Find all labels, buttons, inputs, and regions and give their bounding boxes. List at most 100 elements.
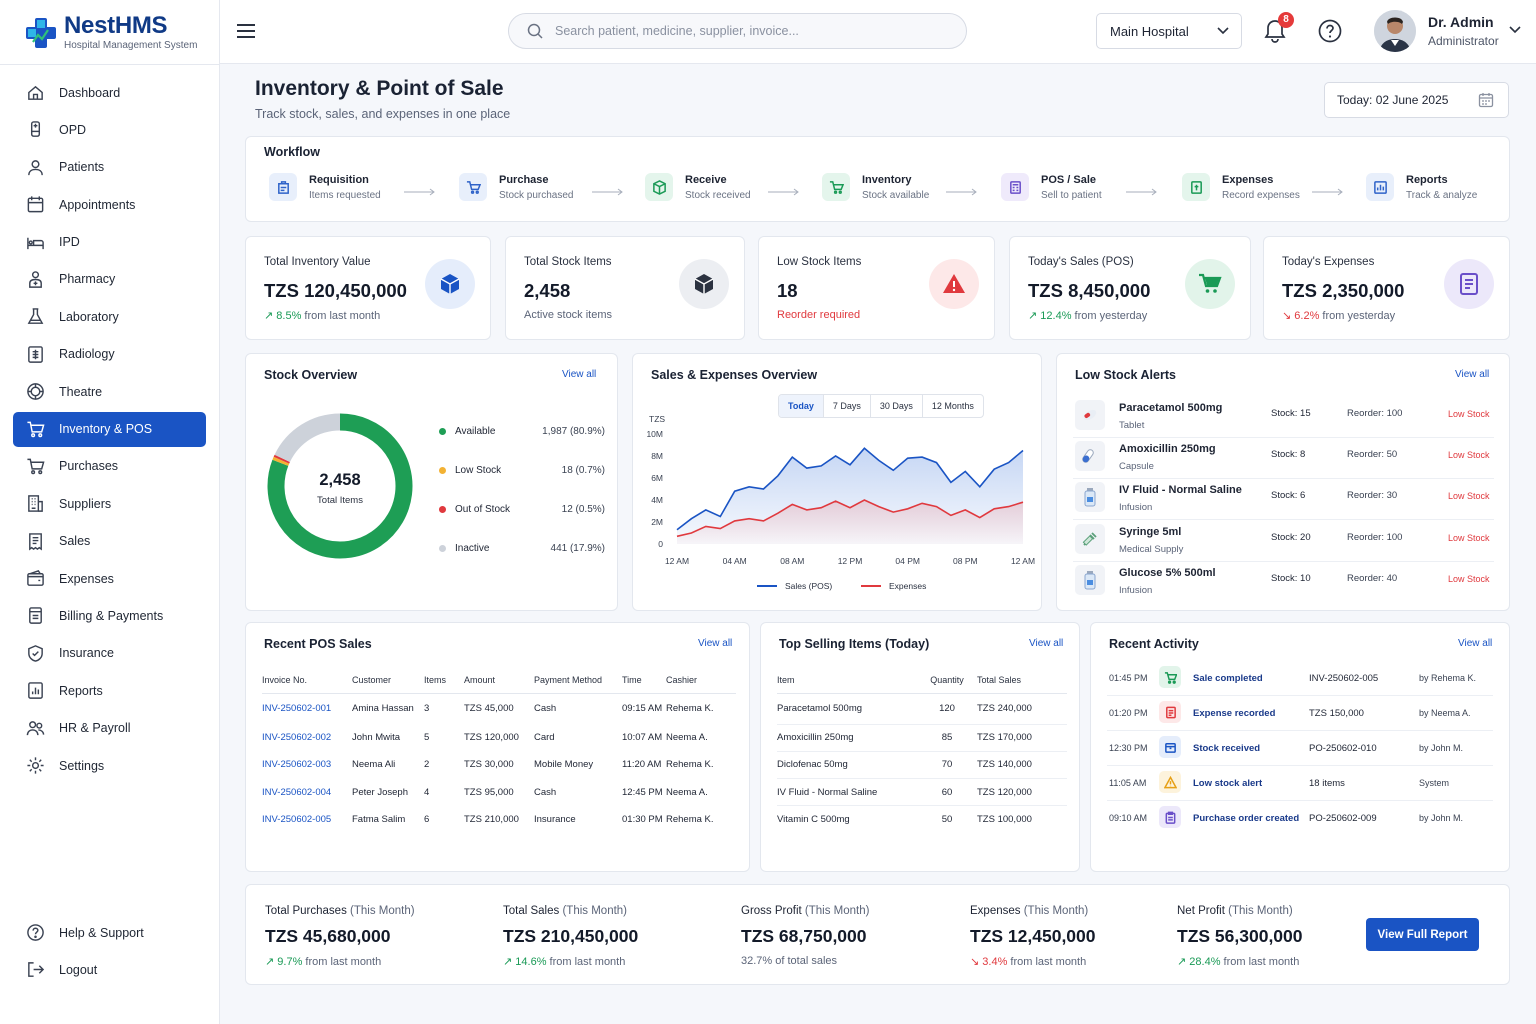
column-header[interactable]: Customer (352, 667, 424, 694)
table-row[interactable]: Amoxicillin 250mg 85 TZS 170,000 (777, 724, 1067, 752)
pos-sales-view-all[interactable]: View all (698, 638, 733, 649)
top-selling-view-all[interactable]: View all (1029, 638, 1064, 649)
brand-logo[interactable]: NestHMS Hospital Management System (24, 14, 197, 51)
sidebar-item-pharmacy[interactable]: Pharmacy (13, 262, 206, 297)
low-stock-row[interactable]: Paracetamol 500mg Tablet Stock: 15 Reorder:… (1073, 397, 1494, 438)
table-row[interactable]: IV Fluid - Normal Saline 60 TZS 120,000 (777, 778, 1067, 807)
sidebar-item-logout[interactable]: Logout (13, 952, 206, 987)
invoice-link[interactable]: INV-250602-003 (262, 759, 332, 771)
low-stock-row[interactable]: IV Fluid - Normal Saline Infusion Stock: 6… (1073, 479, 1494, 521)
item-type: Capsule (1119, 461, 1154, 473)
sidebar-item-help-support[interactable]: Help & Support (13, 915, 206, 950)
user-menu-chevron-icon[interactable] (1509, 26, 1521, 34)
sidebar-item-laboratory[interactable]: Laboratory (13, 299, 206, 334)
workflow-step-pos-sale[interactable]: POS / Sale Sell to patient (1001, 173, 1102, 201)
tab-30-days[interactable]: 30 Days (871, 395, 923, 417)
stock-overview-view-all[interactable]: View all (562, 369, 597, 380)
invoice-link[interactable]: INV-250602-005 (262, 814, 332, 826)
stat-card-total-stock-items[interactable]: Total Stock Items 2,458 Active stock items (505, 236, 745, 340)
sidebar-item-reports[interactable]: Reports (13, 673, 206, 708)
hospital-selector[interactable]: Main Hospital (1096, 13, 1242, 49)
activity-item[interactable]: 11:05 AM Low stock alert 18 items System (1107, 766, 1493, 801)
donut-slice-available[interactable] (267, 413, 413, 559)
invoice-link[interactable]: INV-250602-004 (262, 786, 332, 798)
table-row[interactable]: Vitamin C 500mg 50 TZS 100,000 (777, 806, 1067, 833)
sidebar-item-sales[interactable]: Sales (13, 524, 206, 559)
column-header[interactable]: Amount (464, 667, 534, 694)
activity-actor: by John M. (1419, 743, 1464, 753)
summary-value: TZS 56,300,000 (1177, 926, 1303, 946)
table-row[interactable]: INV-250602-003 Neema Ali 2 TZS 30,000 Mobile… (262, 751, 736, 778)
low-stock-row[interactable]: Syringe 5ml Medical Supply Stock: 20 Reorde… (1073, 521, 1494, 562)
table-row[interactable]: Diclofenac 50mg 70 TZS 140,000 (777, 751, 1067, 780)
tab-today[interactable]: Today (779, 395, 824, 417)
column-header[interactable]: Cashier (666, 667, 736, 694)
sidebar-item-expenses[interactable]: Expenses (13, 561, 206, 596)
invoice-link[interactable]: INV-250602-001 (262, 703, 332, 715)
stat-card-low-stock-items[interactable]: Low Stock Items 18 Reorder required (758, 236, 995, 340)
invoice-link[interactable]: INV-250602-002 (262, 732, 332, 744)
sidebar-item-purchases[interactable]: Purchases (13, 449, 206, 484)
workflow-step-expenses[interactable]: Expenses Record expenses (1182, 173, 1300, 201)
activity-view-all[interactable]: View all (1458, 638, 1493, 649)
help-icon[interactable] (1318, 19, 1342, 43)
sidebar-item-inventory-pos[interactable]: Inventory & POS (13, 411, 206, 447)
column-header[interactable]: Payment Method (534, 667, 622, 694)
series-line-sales-pos[interactable] (676, 447, 1024, 531)
global-search[interactable] (508, 13, 967, 49)
x-tick-label: 12 AM (1011, 556, 1035, 566)
donut-slice-inactive[interactable] (274, 413, 341, 463)
column-header[interactable]: Total Sales (977, 667, 1067, 694)
low-stock-row[interactable]: Amoxicillin 250mg Capsule Stock: 8 Reorder:… (1073, 438, 1494, 480)
tab-7-days[interactable]: 7 Days (824, 395, 871, 417)
workflow-step-purchase[interactable]: Purchase Stock purchased (459, 173, 574, 201)
low-stock-view-all[interactable]: View all (1455, 369, 1490, 380)
donut-slice-low-stock[interactable] (272, 456, 290, 466)
table-row[interactable]: Paracetamol 500mg 120 TZS 240,000 (777, 693, 1067, 725)
user-avatar[interactable] (1374, 10, 1416, 52)
workflow-step-inventory[interactable]: Inventory Stock available (822, 173, 929, 201)
date-picker[interactable]: Today: 02 June 2025 (1324, 82, 1509, 118)
table-row[interactable]: INV-250602-004 Peter Joseph 4 TZS 95,000 Cas… (262, 779, 736, 806)
activity-item[interactable]: 09:10 AM Purchase order created PO-250602-… (1107, 801, 1493, 836)
donut-slice-out-of-stock[interactable] (273, 454, 290, 464)
stat-value: 2,458 (524, 280, 571, 301)
sidebar-item-theatre[interactable]: Theatre (13, 374, 206, 409)
sidebar-item-billing-payments[interactable]: Billing & Payments (13, 598, 206, 633)
activity-item[interactable]: 01:20 PM Expense recorded TZS 150,000 by Ne… (1107, 696, 1493, 731)
sidebar-item-suppliers[interactable]: Suppliers (13, 486, 206, 521)
column-header[interactable]: Items (424, 667, 464, 694)
sidebar-item-hr-payroll[interactable]: HR & Payroll (13, 711, 206, 746)
sidebar-item-ipd[interactable]: IPD (13, 225, 206, 260)
sidebar-item-opd[interactable]: OPD (13, 112, 206, 147)
table-row[interactable]: INV-250602-002 John Mwita 5 TZS 120,000 Card… (262, 724, 736, 751)
stat-card-total-inventory-value[interactable]: Total Inventory Value TZS 120,450,000 ↗ 8.… (245, 236, 491, 340)
activity-item[interactable]: 01:45 PM Sale completed INV-250602-005 by R… (1107, 661, 1493, 696)
column-header[interactable]: Item (777, 667, 917, 694)
search-input[interactable] (555, 24, 935, 38)
menu-icon[interactable] (236, 22, 256, 40)
bottle-icon (1075, 482, 1105, 513)
sidebar-item-patients[interactable]: Patients (13, 150, 206, 185)
workflow-step-reports[interactable]: Reports Track & analyze (1366, 173, 1477, 201)
column-header[interactable]: Quantity (917, 667, 977, 694)
activity-item[interactable]: 12:30 PM Stock received PO-250602-010 by Jo… (1107, 731, 1493, 766)
sidebar-item-appointments[interactable]: Appointments (13, 187, 206, 222)
sidebar-item-settings[interactable]: Settings (13, 748, 206, 783)
sidebar-item-insurance[interactable]: Insurance (13, 636, 206, 671)
stat-card-today-s-expenses[interactable]: Today's Expenses TZS 2,350,000 ↘ 6.2% from… (1263, 236, 1510, 340)
column-header[interactable]: Time (622, 667, 666, 694)
table-row[interactable]: INV-250602-005 Fatma Salim 6 TZS 210,000 Ins… (262, 806, 736, 833)
column-header[interactable]: Invoice No. (262, 667, 352, 694)
low-stock-row[interactable]: Glucose 5% 500ml Infusion Stock: 10 Reorder… (1073, 562, 1494, 603)
sidebar-item-radiology[interactable]: Radiology (13, 337, 206, 372)
series-line-expenses[interactable] (676, 499, 1024, 538)
workflow-step-requisition[interactable]: Requisition Items requested (269, 173, 381, 201)
view-full-report-button[interactable]: View Full Report (1366, 918, 1479, 951)
tab-12-months[interactable]: 12 Months (931, 401, 974, 411)
table-row[interactable]: INV-250602-001 Amina Hassan 3 TZS 45,000 Cas… (262, 693, 736, 724)
stat-card-today-s-sales-pos[interactable]: Today's Sales (POS) TZS 8,450,000 ↗ 12.4% … (1009, 236, 1251, 340)
sidebar-item-dashboard[interactable]: Dashboard (13, 75, 206, 110)
workflow-step-receive[interactable]: Receive Stock received (645, 173, 751, 201)
workflow-step-icon (1001, 173, 1029, 201)
